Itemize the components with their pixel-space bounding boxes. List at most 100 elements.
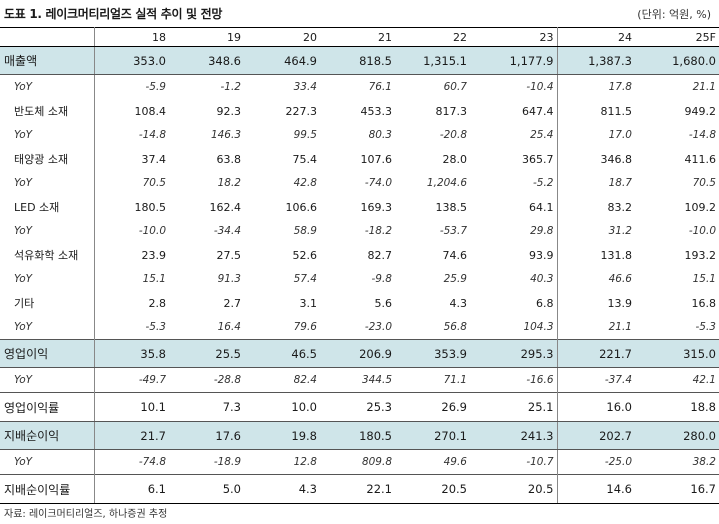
cell: 17.8 bbox=[608, 81, 632, 93]
cell: 83.2 bbox=[607, 200, 633, 214]
table-row: YoY -5.9 -1.2 33.4 76.1 60.7 -10.4 17.8 … bbox=[0, 74, 719, 99]
cell: 10.0 bbox=[244, 392, 320, 422]
cell: 1,680.0 bbox=[635, 46, 719, 75]
table-row: YoY -14.8 146.3 99.5 80.3 -20.8 25.4 17.… bbox=[0, 123, 719, 147]
row-label: LED 소재 bbox=[0, 195, 95, 219]
cell: 29.8 bbox=[470, 219, 558, 243]
cell: 169.3 bbox=[360, 200, 393, 214]
table-row: 매출액 353.0 348.6 464.9 818.5 1,315.1 1,17… bbox=[0, 46, 719, 75]
cell: 3.1 bbox=[299, 296, 318, 310]
row-label: 영업이익률 bbox=[0, 392, 95, 422]
cell: 76.1 bbox=[368, 81, 392, 93]
row-label: YoY bbox=[0, 315, 95, 340]
cell: 353.9 bbox=[395, 339, 470, 368]
cell: 92.3 bbox=[216, 104, 242, 118]
cell: 16.0 bbox=[557, 392, 635, 422]
cell: 60.7 bbox=[443, 81, 467, 93]
cell: 16.4 bbox=[217, 321, 241, 333]
cell: 25.5 bbox=[169, 339, 244, 368]
cell: 75.4 bbox=[292, 152, 318, 166]
cell: 82.4 bbox=[293, 374, 317, 386]
year-header: 21 bbox=[320, 27, 395, 47]
cell: 2.8 bbox=[148, 296, 167, 310]
cell: -20.8 bbox=[439, 129, 467, 141]
cell: -74.0 bbox=[364, 177, 392, 189]
cell: 80.3 bbox=[368, 129, 392, 141]
cell: -37.4 bbox=[604, 374, 632, 386]
row-label: 영업이익 bbox=[0, 339, 95, 368]
table-row: YoY -74.8 -18.9 12.8 809.8 49.6 -10.7 -2… bbox=[0, 449, 719, 475]
cell: -1.2 bbox=[220, 81, 242, 93]
cell: 411.6 bbox=[684, 152, 717, 166]
cell: 57.4 bbox=[293, 273, 317, 285]
cell: 18.7 bbox=[608, 177, 632, 189]
cell: 7.3 bbox=[169, 392, 244, 422]
cell: -49.7 bbox=[138, 374, 166, 386]
cell: -14.8 bbox=[688, 129, 716, 141]
cell: -5.3 bbox=[695, 321, 717, 333]
cell: 52.6 bbox=[292, 248, 318, 262]
year-header: 23 bbox=[470, 27, 558, 47]
cell: -34.4 bbox=[213, 225, 241, 237]
cell: 13.9 bbox=[607, 296, 633, 310]
row-label: 반도체 소재 bbox=[0, 99, 95, 123]
table-row: 지배순이익 21.7 17.6 19.8 180.5 270.1 241.3 2… bbox=[0, 421, 719, 450]
cell: 104.3 bbox=[470, 315, 558, 340]
cell: -14.8 bbox=[138, 129, 166, 141]
cell: 346.8 bbox=[600, 152, 633, 166]
cell: 19.8 bbox=[244, 421, 320, 450]
table-row: YoY -10.0 -34.4 58.9 -18.2 -53.7 29.8 31… bbox=[0, 219, 719, 243]
figure-title: 도표 1. 레이크머티리얼즈 실적 추이 및 전망 bbox=[4, 7, 223, 21]
cell: 20.5 bbox=[470, 474, 558, 504]
cell: 26.9 bbox=[395, 392, 470, 422]
cell: -18.9 bbox=[213, 456, 241, 468]
cell: 1,387.3 bbox=[557, 46, 635, 75]
cell: -10.0 bbox=[688, 225, 716, 237]
cell: 1,177.9 bbox=[470, 46, 558, 75]
table-row: YoY -5.3 16.4 79.6 -23.0 56.8 104.3 21.1… bbox=[0, 315, 719, 340]
cell: 809.8 bbox=[361, 456, 392, 468]
row-label: 태양광 소재 bbox=[0, 147, 95, 171]
cell: 70.5 bbox=[142, 177, 166, 189]
table-row: YoY -49.7 -28.8 82.4 344.5 71.1 -16.6 -3… bbox=[0, 367, 719, 393]
cell: -28.8 bbox=[213, 374, 241, 386]
cell: -10.7 bbox=[470, 449, 558, 475]
cell: 63.8 bbox=[216, 152, 242, 166]
source-note: 자료: 레이크머티리얼즈, 하나증권 추정 bbox=[4, 509, 168, 520]
cell: 315.0 bbox=[635, 339, 719, 368]
cell: -74.8 bbox=[138, 456, 166, 468]
cell: 25.3 bbox=[320, 392, 395, 422]
cell: 17.0 bbox=[608, 129, 632, 141]
cell: 18.8 bbox=[635, 392, 719, 422]
cell: 180.5 bbox=[134, 200, 167, 214]
cell: 4.3 bbox=[244, 474, 320, 504]
cell: 14.6 bbox=[557, 474, 635, 504]
cell: 93.9 bbox=[470, 243, 558, 267]
cell: 4.3 bbox=[449, 296, 468, 310]
cell: 25.1 bbox=[470, 392, 558, 422]
cell: 37.4 bbox=[141, 152, 167, 166]
cell: 91.3 bbox=[217, 273, 241, 285]
table-row: 영업이익률 10.1 7.3 10.0 25.3 26.9 25.1 16.0 … bbox=[0, 392, 719, 422]
cell: -5.2 bbox=[470, 171, 558, 195]
cell: 6.8 bbox=[470, 291, 558, 315]
cell: 35.8 bbox=[94, 339, 169, 368]
cell: 162.4 bbox=[209, 200, 242, 214]
cell: 49.6 bbox=[443, 456, 467, 468]
table-row: 석유화학 소재 23.9 27.5 52.6 82.7 74.6 93.9 13… bbox=[0, 243, 719, 267]
cell: 647.4 bbox=[470, 99, 558, 123]
cell: -16.6 bbox=[470, 367, 558, 393]
cell: 74.6 bbox=[442, 248, 468, 262]
table-row: 기타 2.8 2.7 3.1 5.6 4.3 6.8 13.9 16.8 bbox=[0, 291, 719, 315]
cell: 5.0 bbox=[169, 474, 244, 504]
cell: 25.4 bbox=[470, 123, 558, 147]
cell: 17.6 bbox=[169, 421, 244, 450]
table-row: LED 소재 180.5 162.4 106.6 169.3 138.5 64.… bbox=[0, 195, 719, 219]
cell: 295.3 bbox=[470, 339, 558, 368]
cell: 38.2 bbox=[692, 456, 716, 468]
table-row: 반도체 소재 108.4 92.3 227.3 453.3 817.3 647.… bbox=[0, 99, 719, 123]
table-row: 태양광 소재 37.4 63.8 75.4 107.6 28.0 365.7 3… bbox=[0, 147, 719, 171]
cell: 206.9 bbox=[320, 339, 395, 368]
cell: -10.4 bbox=[470, 74, 558, 99]
